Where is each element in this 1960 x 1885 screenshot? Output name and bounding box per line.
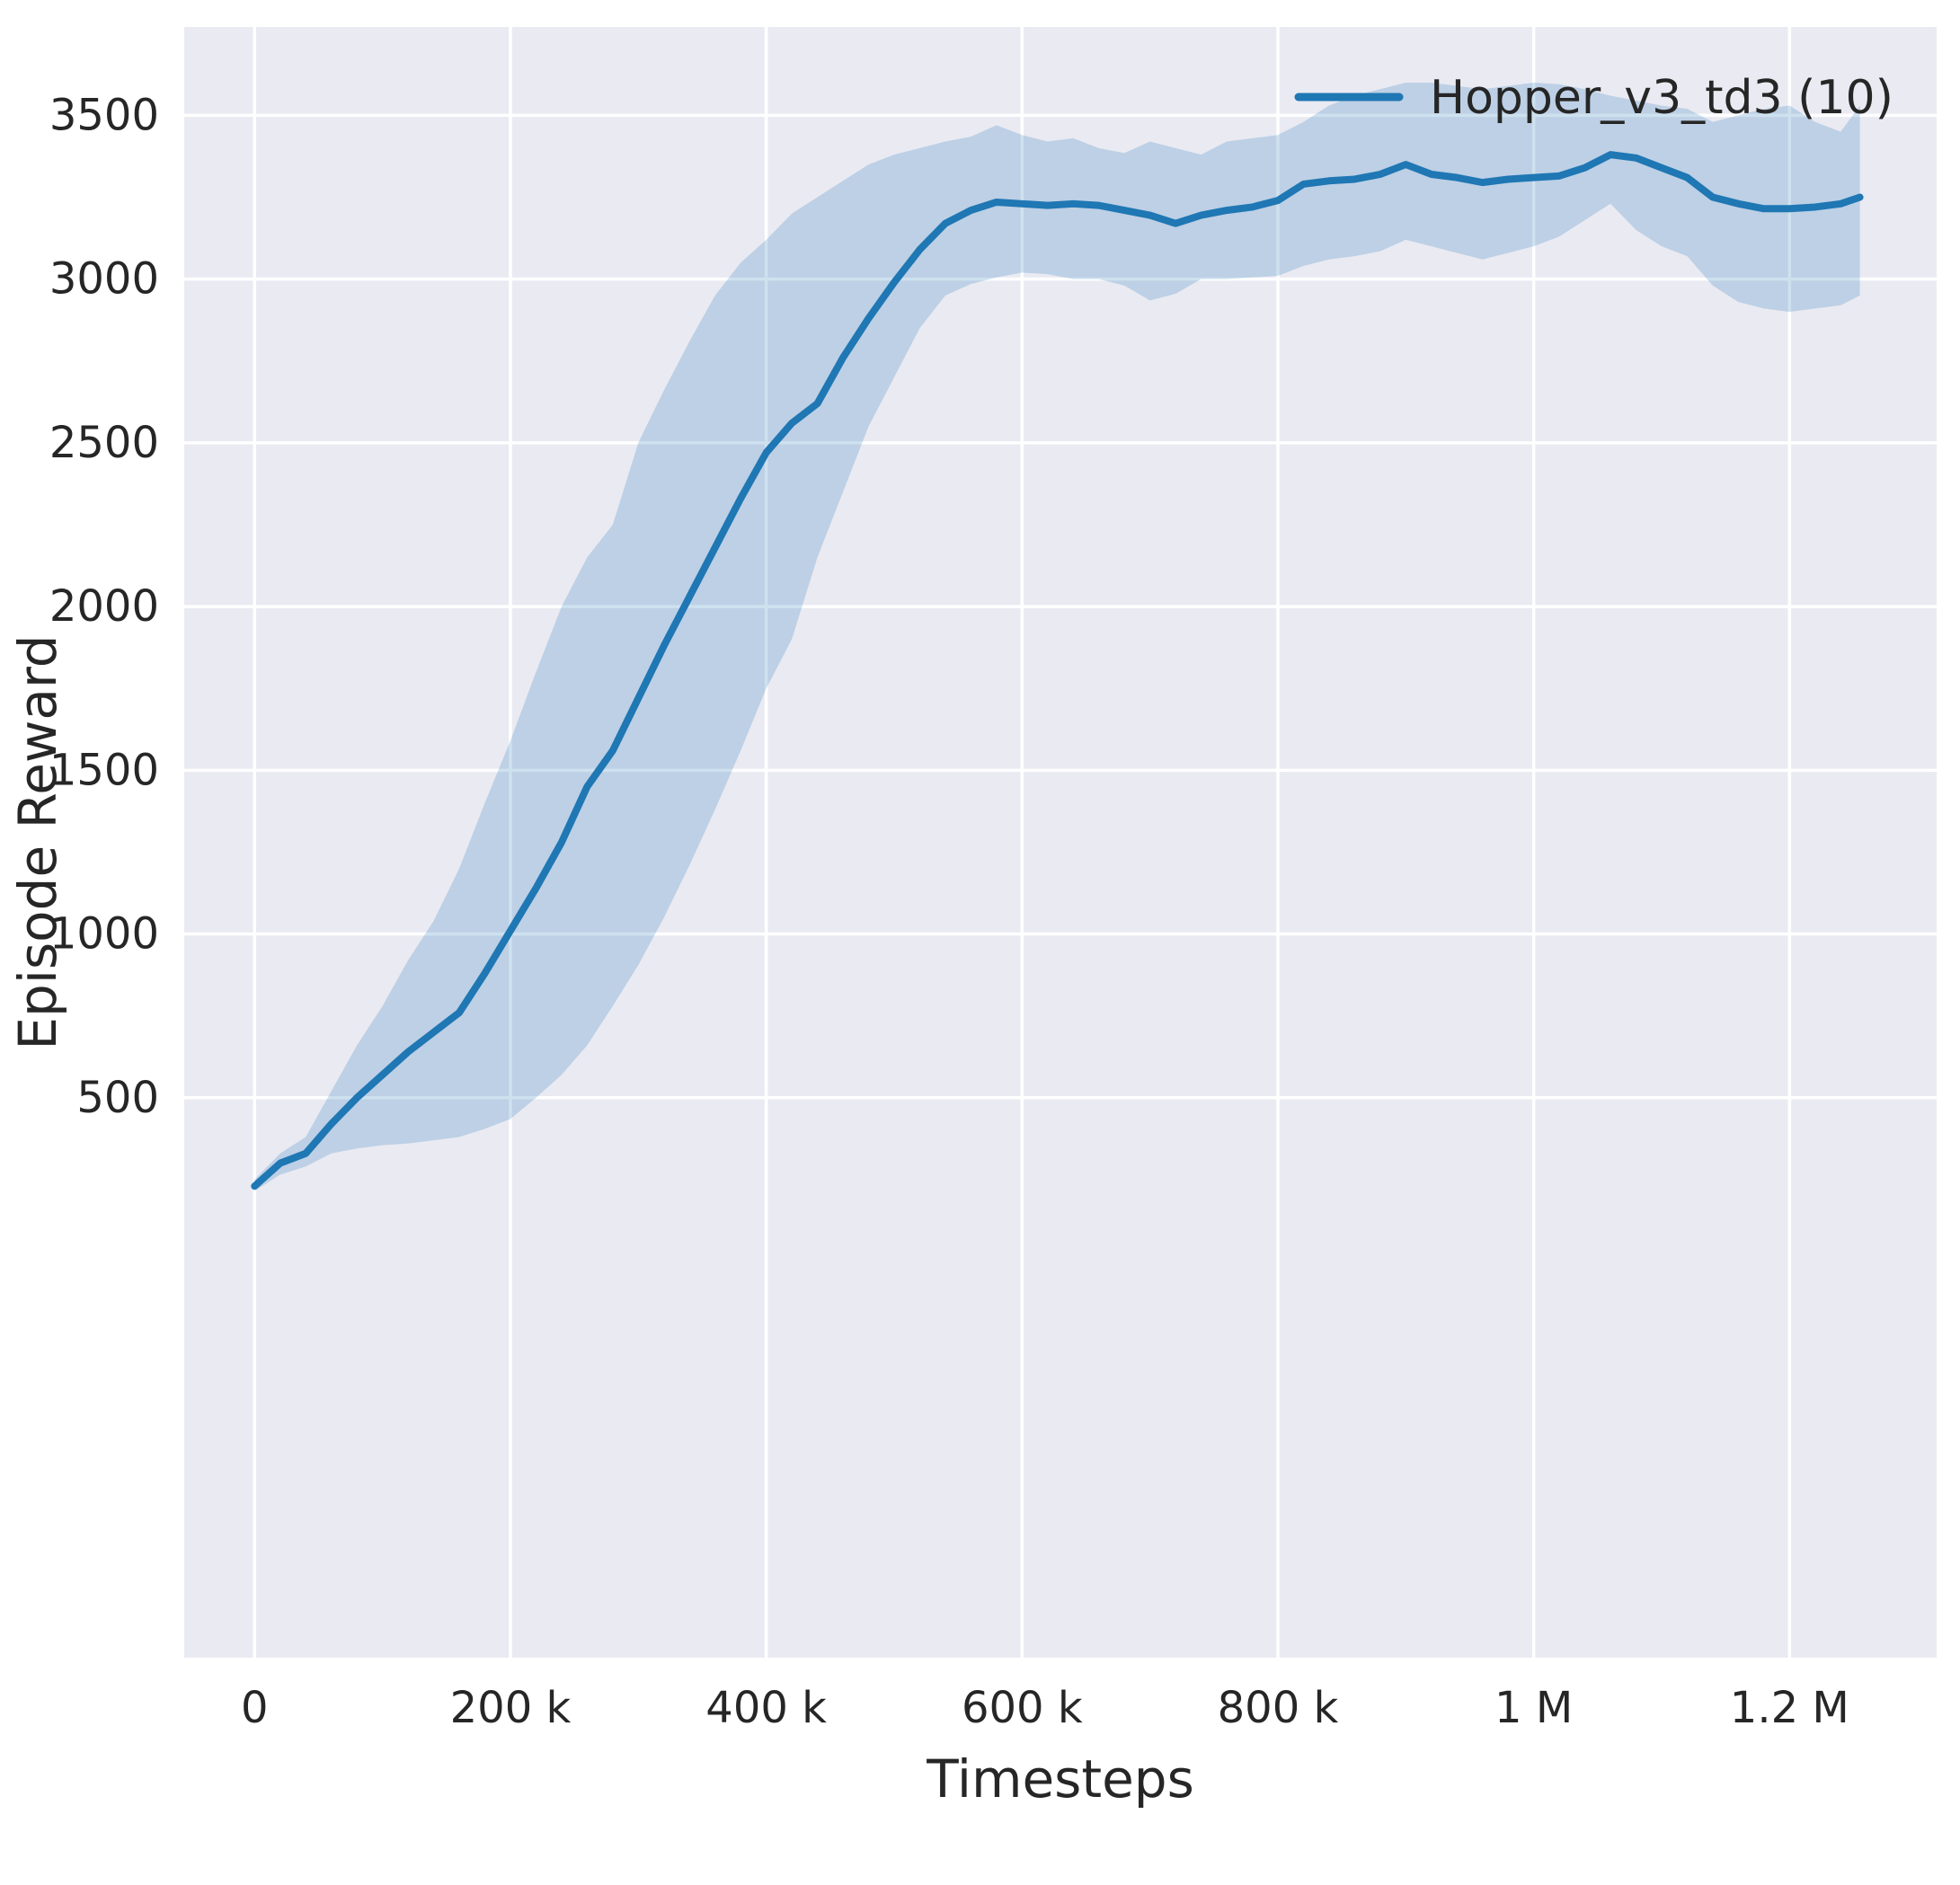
x-tick-label: 600 k bbox=[962, 1683, 1083, 1733]
x-tick-label: 1.2 M bbox=[1730, 1683, 1849, 1733]
x-tick-label: 800 k bbox=[1218, 1683, 1339, 1733]
x-axis-label: Timesteps bbox=[926, 1748, 1194, 1810]
y-tick-label: 500 bbox=[76, 1073, 159, 1123]
confidence-band bbox=[254, 82, 1860, 1191]
x-tick-label: 0 bbox=[241, 1683, 269, 1733]
y-tick-label: 2000 bbox=[49, 581, 159, 632]
y-axis-label: Episode Reward bbox=[7, 634, 68, 1049]
x-tick-label: 400 k bbox=[705, 1683, 827, 1733]
x-tick-label: 1 M bbox=[1494, 1683, 1573, 1733]
x-tick-label: 200 k bbox=[450, 1683, 572, 1733]
mean-line bbox=[251, 151, 1864, 1190]
y-tick-label: 3500 bbox=[49, 90, 159, 140]
y-tick-label: 3000 bbox=[49, 254, 159, 305]
y-tick-label: 2500 bbox=[49, 418, 159, 468]
plot-area bbox=[184, 27, 1937, 1658]
legend-label: Hopper_v3_td3 (10) bbox=[1430, 71, 1893, 125]
y-tick-label: 1000 bbox=[49, 909, 159, 960]
y-tick-label: 1500 bbox=[49, 745, 159, 795]
